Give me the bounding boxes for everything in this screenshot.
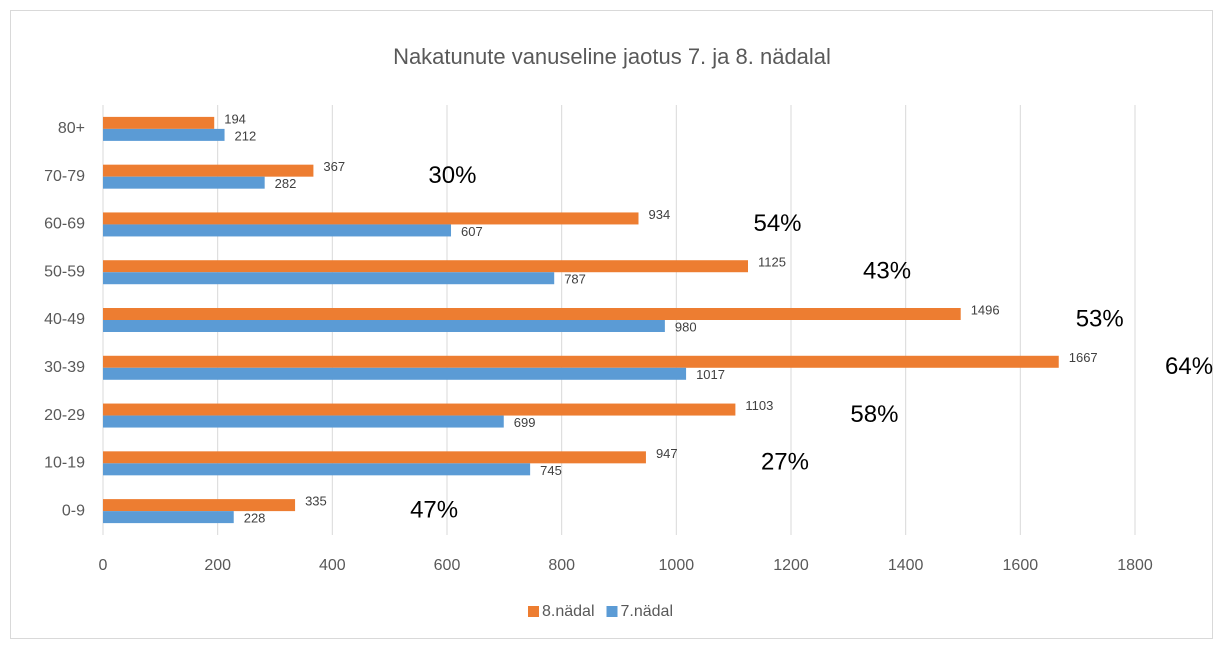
x-tick-label: 1400 [888,557,924,574]
bar [103,511,234,524]
legend-label: 8.nädal [542,603,595,620]
x-tick-label: 400 [319,557,346,574]
y-tick-label: 40-49 [44,311,85,328]
chart-title: Nakatunute vanuseline jaotus 7. ja 8. nä… [393,44,831,69]
x-tick-label: 1200 [773,557,809,574]
annotation: 58% [850,401,898,428]
value-label: 1103 [745,398,773,413]
bar [103,116,215,129]
bar [103,463,531,476]
annotation: 30% [428,162,476,189]
bar [103,260,748,273]
annotation: 54% [753,210,801,237]
annotation: 43% [863,258,911,285]
bar [103,308,961,320]
value-label: 1017 [696,367,725,382]
value-label: 212 [235,128,257,143]
value-label: 1125 [758,255,786,270]
value-label: 335 [305,494,327,509]
bar [103,451,646,464]
y-tick-label: 50-59 [44,263,85,280]
legend-swatch [528,606,539,617]
value-label: 947 [656,446,678,461]
value-label: 699 [514,415,536,430]
bar [103,164,314,177]
value-label: 934 [648,207,670,222]
bar [103,367,687,380]
y-tick-label: 30-39 [44,359,85,376]
bar [103,355,1059,368]
bar [103,224,452,237]
value-label: 282 [275,176,297,191]
bar [103,128,225,141]
annotation: 27% [761,449,809,476]
bar [103,320,665,332]
x-tick-label: 0 [99,557,108,574]
annotation: 47% [410,496,458,523]
value-label: 607 [461,224,483,239]
value-label: 367 [323,159,345,174]
y-tick-label: 70-79 [44,168,85,185]
annotation: 53% [1076,305,1124,332]
legend-label: 7.nädal [621,603,674,620]
bar [103,403,736,416]
y-tick-label: 20-29 [44,407,85,424]
x-tick-label: 600 [434,557,461,574]
value-label: 1667 [1069,350,1098,365]
bar [103,499,296,512]
legend-swatch [606,606,618,617]
x-tick-label: 200 [204,557,231,574]
y-tick-label: 10-19 [44,455,85,472]
bar [103,212,639,225]
y-tick-label: 80+ [58,120,85,137]
y-tick-label: 0-9 [62,502,85,519]
bar [103,176,265,189]
y-tick-label: 60-69 [44,216,85,233]
value-label: 194 [224,111,246,126]
x-tick-label: 800 [548,557,575,574]
x-tick-label: 1600 [1003,557,1039,574]
annotation: 64% [1165,353,1213,380]
bar [103,272,555,285]
bar [103,415,504,428]
x-tick-label: 1000 [659,557,695,574]
value-label: 787 [564,272,586,287]
value-label: 228 [244,511,266,526]
value-label: 745 [540,463,562,478]
value-label: 1496 [971,302,1000,317]
value-label: 980 [675,319,697,334]
x-tick-label: 1800 [1117,557,1153,574]
